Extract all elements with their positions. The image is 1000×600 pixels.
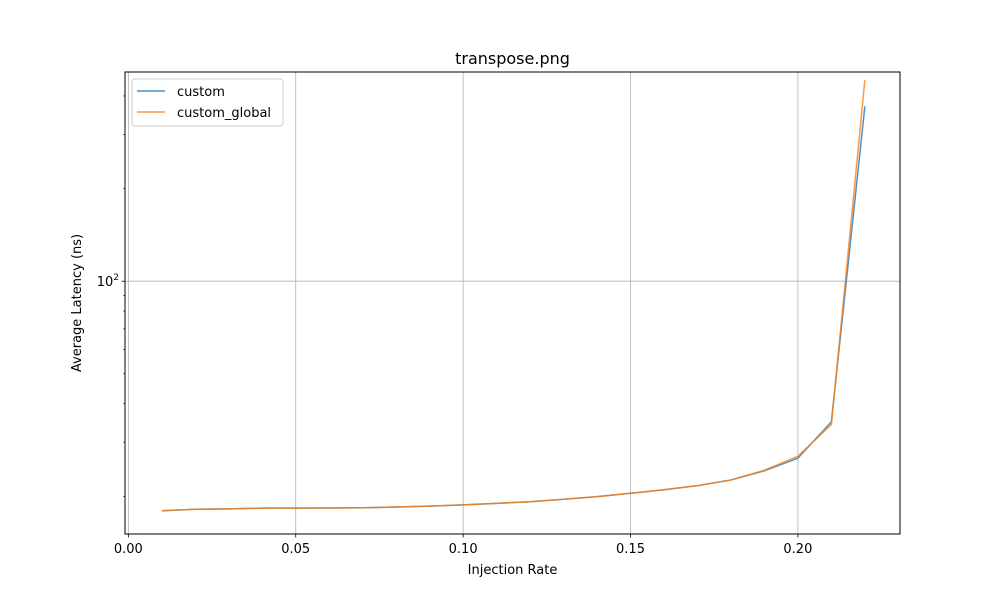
legend-label: custom_global — [177, 106, 271, 121]
axis-ticks: 0.00 0.05 0.10 0.15 0.20 102 — [97, 95, 812, 557]
x-tick-label: 0.10 — [449, 542, 478, 557]
grid — [125, 72, 900, 534]
plot-frame — [124, 71, 901, 535]
x-tick-label: 0.15 — [616, 542, 645, 557]
x-axis-label: Injection Rate — [468, 563, 558, 578]
series-line-custom-global — [161, 80, 866, 512]
series-layer — [161, 80, 866, 512]
y-axis-label: Average Latency (ns) — [70, 234, 85, 372]
chart-title: transpose.png — [455, 49, 570, 68]
x-tick-label: 0.05 — [281, 542, 310, 557]
legend: custom custom_global — [131, 78, 284, 127]
legend-label: custom — [177, 85, 225, 100]
x-tick-label: 0.20 — [783, 542, 812, 557]
legend-box — [131, 78, 284, 127]
y-tick-label: 102 — [97, 273, 119, 290]
x-tick-label: 0.00 — [114, 542, 143, 557]
